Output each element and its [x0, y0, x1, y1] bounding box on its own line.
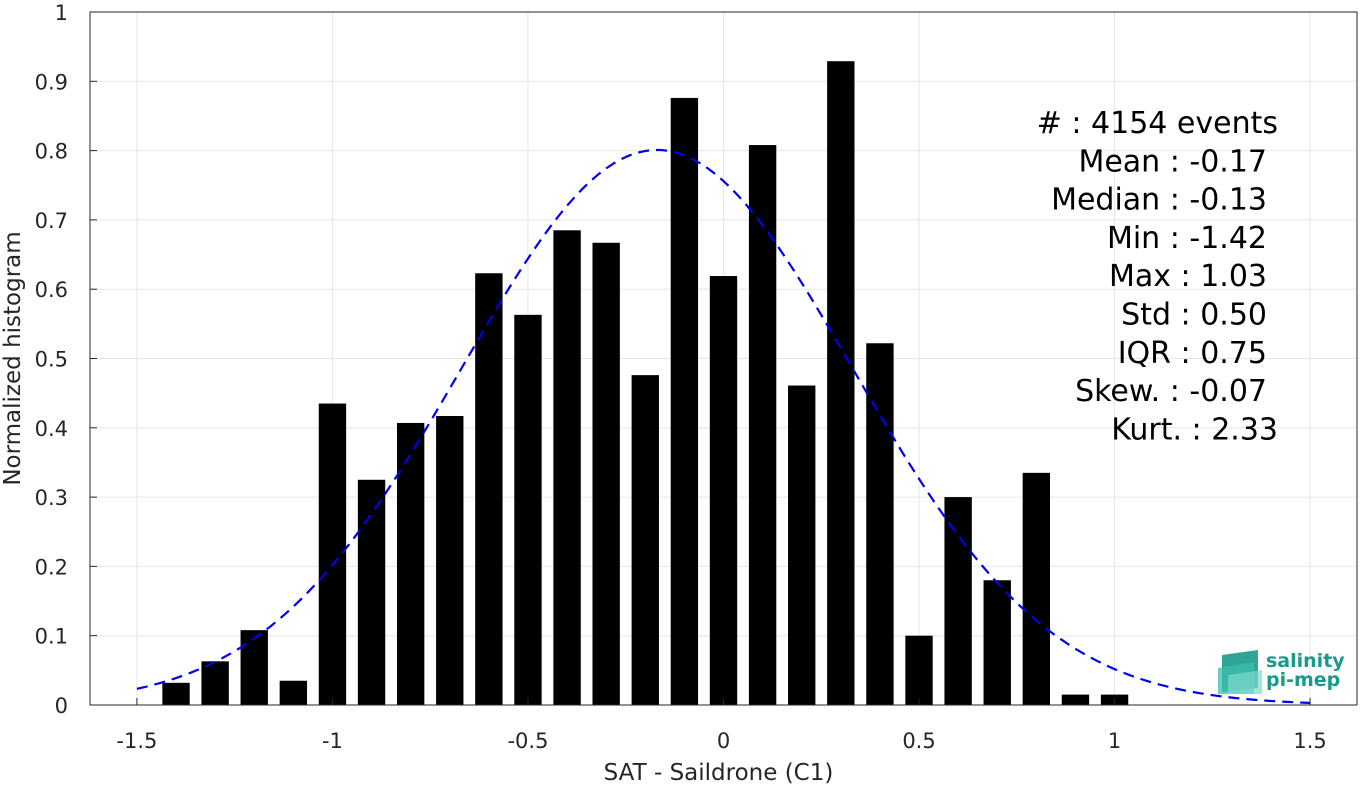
x-tick-label: 1.5: [1293, 729, 1326, 753]
histogram-bar: [475, 273, 503, 705]
y-tick-label: 0.3: [35, 486, 68, 510]
histogram-bar: [162, 682, 190, 705]
stat-line: Kurt. : 2.33: [1111, 412, 1278, 447]
histogram-bar: [436, 416, 464, 705]
x-tick-label: -1.5: [116, 729, 157, 753]
histogram-bar: [748, 145, 777, 705]
histogram-bar: [396, 422, 425, 705]
histogram-bar: [983, 580, 1011, 705]
x-tick-label: -0.5: [507, 729, 548, 753]
histogram-bar: [514, 314, 542, 705]
stat-line: Std : 0.50: [1121, 298, 1267, 333]
histogram-bar: [670, 97, 699, 705]
y-tick-label: 0.7: [35, 209, 68, 233]
stat-line: Skew. : -0.07: [1075, 374, 1267, 409]
histogram-bar: [1022, 472, 1051, 705]
histogram-bar: [240, 630, 268, 705]
stat-line: Mean : -0.17: [1078, 144, 1267, 179]
x-tick-label: 0.5: [902, 729, 935, 753]
stat-line: Median : -0.13: [1051, 183, 1267, 218]
histogram-bar: [944, 497, 972, 705]
stat-line: IQR : 0.75: [1118, 336, 1267, 371]
y-tick-label: 1: [55, 1, 68, 25]
logo-line1: salinity: [1266, 650, 1345, 672]
x-tick-label: -1: [322, 729, 343, 753]
histogram-bar: [1061, 694, 1090, 705]
histogram-bar: [905, 635, 933, 705]
stat-line: # : 4154 events: [1037, 106, 1278, 141]
histogram-bar: [592, 242, 620, 706]
wave-logo-icon: [1218, 650, 1262, 694]
salinity-pimep-logo: salinity pi-mep: [1218, 650, 1345, 694]
y-tick-label: 0.2: [35, 555, 68, 579]
y-tick-label: 0.5: [35, 348, 68, 372]
x-axis-ticks: -1.5 -1 -0.5 0 0.5 1 1.5: [116, 698, 1327, 753]
stat-line: Max : 1.03: [1109, 259, 1267, 294]
x-tick-label: 0: [717, 729, 730, 753]
y-tick-label: 0.8: [35, 140, 68, 164]
histogram-bar: [201, 661, 229, 705]
x-axis-label: SAT - Saildrone (C1): [604, 760, 834, 785]
y-tick-label: 0.1: [35, 625, 68, 649]
histogram-bar: [553, 230, 581, 706]
histogram-bar: [357, 479, 386, 705]
y-tick-label: 0.4: [35, 417, 68, 441]
y-tick-label: 0.6: [35, 278, 68, 302]
normal-fit-curve: [136, 148, 1311, 704]
histogram-bar: [279, 680, 308, 705]
stat-line: Min : -1.42: [1107, 221, 1267, 256]
y-tick-label: 0.9: [35, 70, 68, 94]
logo-line2: pi-mep: [1266, 669, 1340, 691]
histogram-bar: [788, 385, 816, 705]
y-tick-label: 0: [55, 694, 68, 718]
y-axis-ticks: 0 0.1 0.2 0.3 0.4 0.5 0.6 0.7 0.8 0.9 1: [35, 1, 97, 718]
histogram-bar: [631, 375, 659, 705]
histogram-bar: [827, 61, 855, 705]
histogram-bars: [162, 61, 1129, 706]
histogram-bar: [866, 343, 894, 705]
histogram-bar: [709, 276, 738, 705]
histogram-bar: [318, 403, 347, 705]
x-tick-label: 1: [1108, 729, 1121, 753]
y-axis-label: Normalized histogram: [0, 231, 26, 485]
